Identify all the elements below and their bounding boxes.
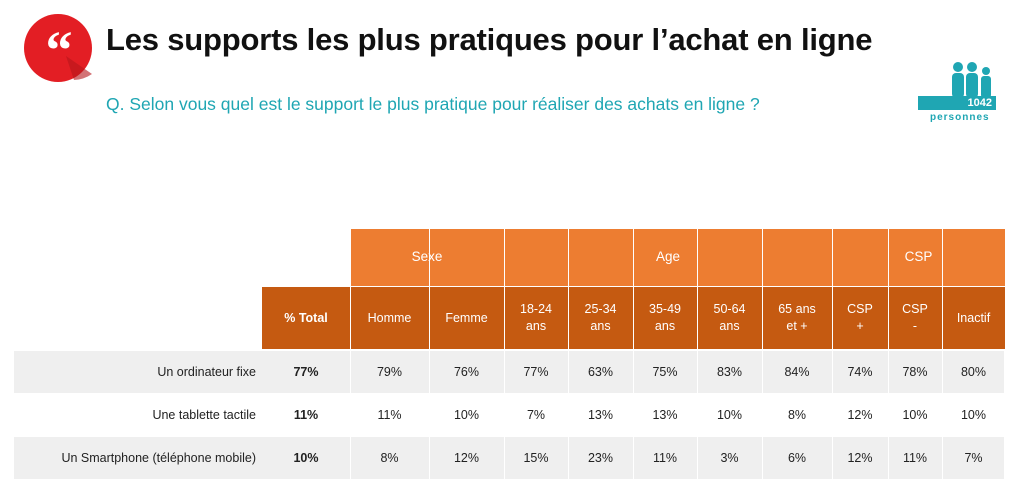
table-row: [14, 437, 1004, 479]
table-cell: 75%: [652, 364, 678, 379]
quote-logo-icon: “: [24, 14, 92, 82]
table-cell: 77%: [293, 364, 319, 379]
group-header: CSP: [832, 229, 1005, 286]
table-row: [14, 351, 1004, 393]
table-cell: 15%: [523, 450, 549, 465]
table-cell: 80%: [960, 364, 987, 379]
column-separator: [633, 229, 634, 479]
table-cell: 10%: [453, 407, 480, 422]
table-cell: 10%: [902, 407, 928, 422]
column-header: Inactif: [942, 287, 1005, 349]
table-cell: 11%: [652, 450, 678, 465]
group-header: Age: [504, 229, 832, 286]
quote-glyph: “: [46, 20, 73, 80]
table-cell: 12%: [847, 450, 873, 465]
table-cell: 83%: [716, 364, 743, 379]
column-header: 18-24 ans: [504, 287, 568, 349]
table-cell: 7%: [964, 450, 983, 465]
sample-count: 1042: [967, 97, 992, 109]
column-separator: [697, 229, 698, 479]
table-cell: 6%: [787, 450, 807, 465]
column-header: 25-34 ans: [568, 287, 633, 349]
row-label: Un Smartphone (téléphone mobile): [61, 450, 256, 465]
column-separator: [429, 229, 430, 479]
table-cell: 12%: [847, 407, 873, 422]
survey-question: Q. Selon vous quel est le support le plu…: [106, 94, 760, 114]
row-label: Un ordinateur fixe: [157, 364, 256, 379]
table-cell: 12%: [453, 450, 480, 465]
table-cell: 10%: [293, 450, 319, 465]
column-header: Homme: [350, 287, 429, 349]
table-cell: 63%: [587, 364, 614, 379]
table-cell: 11%: [902, 450, 928, 465]
table-cell: 74%: [847, 364, 873, 379]
column-separator: [762, 229, 763, 479]
page-title: Les supports les plus pratiques pour l’a…: [106, 22, 873, 57]
table-cell: 8%: [787, 407, 807, 422]
table-cell: 23%: [587, 450, 614, 465]
column-header: CSP +: [832, 287, 888, 349]
table-cell: 7%: [526, 407, 546, 422]
column-separator: [350, 229, 351, 479]
sample-bar: [918, 96, 996, 110]
table-cell: 13%: [587, 407, 614, 422]
column-separator: [832, 229, 833, 479]
table-cell: 8%: [380, 450, 399, 465]
table-cell: 11%: [377, 407, 402, 422]
column-separator: [888, 229, 889, 479]
table-cell: 78%: [902, 364, 928, 379]
column-separator: [568, 229, 569, 479]
table-cell: 77%: [523, 364, 549, 379]
table-cell: 11%: [293, 407, 319, 422]
column-separator: [504, 229, 505, 479]
table-cell: 10%: [716, 407, 743, 422]
column-header: 50-64 ans: [697, 287, 762, 349]
table-cell: 79%: [376, 364, 403, 379]
table-cell: 3%: [720, 450, 739, 465]
sample-size-badge: 1042 personnes: [918, 62, 996, 126]
people-icon: [952, 62, 991, 98]
table-cell: 84%: [784, 364, 810, 379]
column-separator: [942, 229, 943, 479]
column-header: CSP -: [888, 287, 942, 349]
sample-unit: personnes: [930, 112, 990, 123]
column-header: 35-49 ans: [633, 287, 697, 349]
table-cell: 76%: [453, 364, 480, 379]
column-header: Femme: [429, 287, 504, 349]
row-label: Une tablette tactile: [152, 407, 256, 422]
group-header: Sexe: [350, 229, 504, 286]
table-cell: 13%: [652, 407, 678, 422]
column-header: % Total: [262, 287, 350, 349]
column-header: 65 ans et +: [762, 287, 832, 349]
table-cell: 10%: [960, 407, 987, 422]
